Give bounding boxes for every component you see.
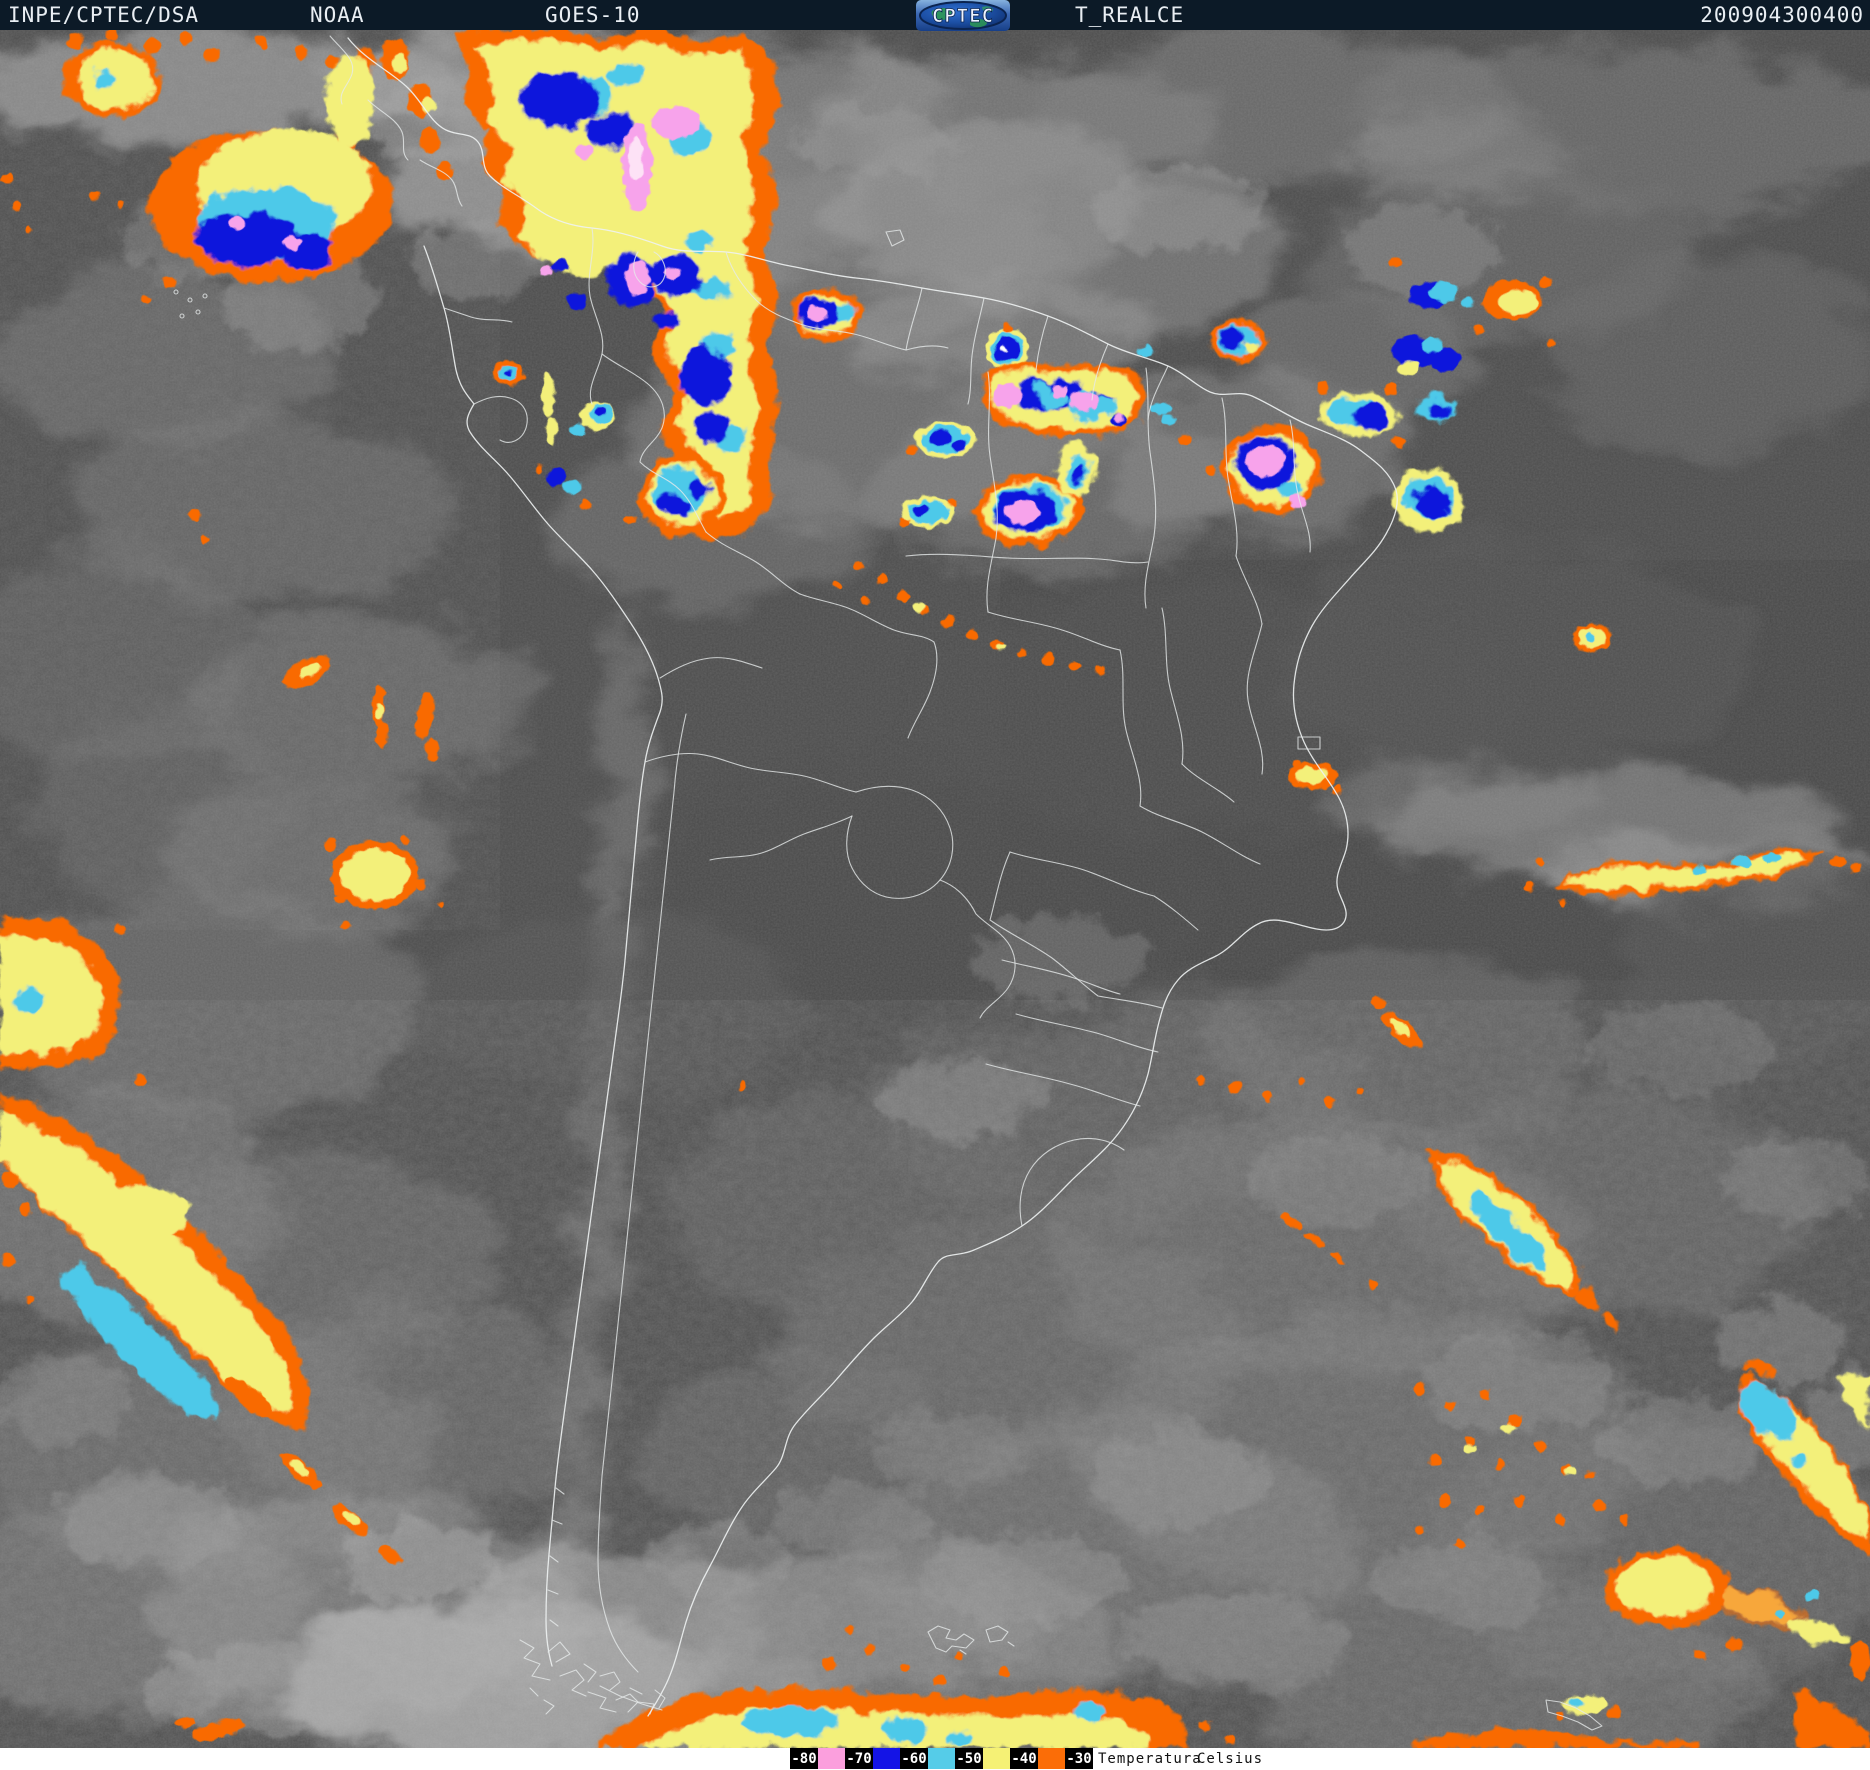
legend-unit: Celsius: [1197, 1751, 1264, 1767]
timestamp-label: 200904300400: [1700, 3, 1864, 27]
south-georgia-outline: [1545, 1699, 1603, 1731]
colorbar-tick-label: -30: [1065, 1748, 1093, 1769]
cluster-nw-pacific: [148, 48, 392, 281]
agency-label: INPE/CPTEC/DSA: [8, 3, 200, 27]
enhanced-cloud-layer: [0, 30, 1870, 1748]
colorbar-swatch-yellow: [983, 1748, 1010, 1769]
cluster-pacific-south: [0, 915, 402, 1565]
legend-title: Temperatura: [1098, 1751, 1202, 1767]
colorbar-swatch-blue: [873, 1748, 900, 1769]
cluster-bottom-band: [175, 1626, 1235, 1748]
cluster-mid-cells: [900, 422, 975, 528]
coastline-borders: [173, 35, 1603, 1731]
colorbar-swatch-orange: [1038, 1748, 1065, 1769]
cluster-south-central: [974, 443, 1095, 546]
cluster-south-atlantic: [1195, 996, 1870, 1748]
cluster-ne-brazil: [1179, 320, 1464, 532]
cptec-logo: CPTEC: [916, 0, 1010, 31]
cluster-nw-small: [64, 42, 160, 118]
cluster-central-west: [790, 289, 862, 341]
satellite-image: [0, 30, 1870, 1748]
colorbar-tick-label: -50: [955, 1748, 983, 1769]
colorbar-swatch-pink: [818, 1748, 845, 1769]
tierra-del-fuego-outlines: [519, 1639, 666, 1715]
globe-icon: CPTEC: [919, 1, 1007, 30]
cluster-top-specks: [2, 30, 338, 544]
product-label: T_REALCE: [1075, 3, 1185, 27]
temperature-colorbar: -80 -70 -60 -50 -40 -30: [790, 1748, 1093, 1769]
cluster-diagonal-specks: [737, 560, 1612, 1091]
falkland-islands-outline: [927, 1625, 1015, 1655]
cluster-central-amazon: [982, 346, 1176, 436]
logo-text: CPTEC: [932, 5, 994, 27]
cluster-panama-column: [381, 38, 453, 180]
colorbar-tick-label: -70: [845, 1748, 873, 1769]
colorbar-tick-label: -80: [790, 1748, 818, 1769]
header-bar: INPE/CPTEC/DSA NOAA GOES-10 CPTEC T_REAL…: [0, 0, 1870, 31]
cluster-atlantic-streak-band: [1523, 846, 1861, 906]
colorbar-swatch-cyan: [928, 1748, 955, 1769]
cluster-west-amazon-cells: [492, 361, 724, 535]
cluster-north-main: [455, 30, 780, 540]
source-label: NOAA: [310, 3, 365, 27]
colorbar-tick-label: -40: [1010, 1748, 1038, 1769]
cluster-atlantic-ne: [1385, 256, 1556, 395]
colorbar-tick-label: -60: [900, 1748, 928, 1769]
cluster-white-core: [985, 323, 1029, 370]
satellite-name-label: GOES-10: [545, 3, 641, 27]
legend-bar: -80 -70 -60 -50 -40 -30 Temperatura Cels…: [0, 1748, 1870, 1770]
cluster-peru-coast: [283, 655, 443, 929]
